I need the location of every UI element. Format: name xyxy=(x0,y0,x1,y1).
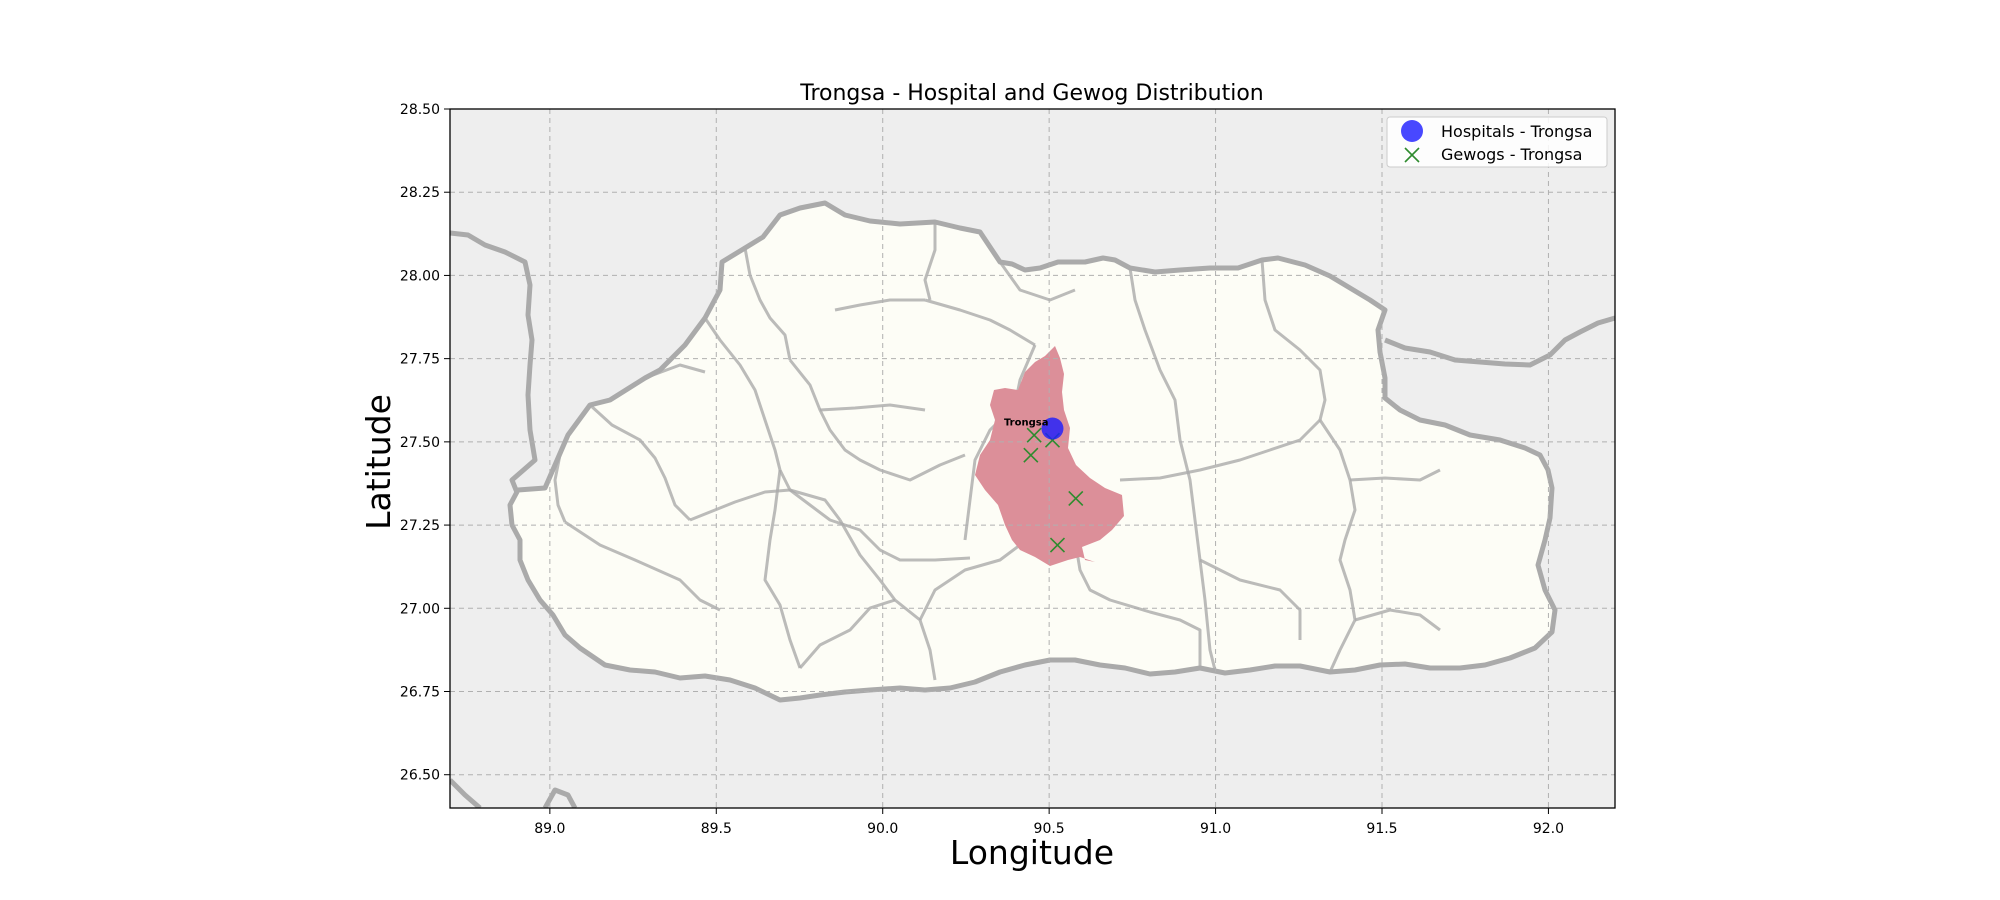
legend-label-hospitals: Hospitals - Trongsa xyxy=(1441,122,1592,141)
gewog-marker xyxy=(1023,447,1039,463)
y-tick-label: 28.00 xyxy=(400,268,440,284)
y-tick-label: 27.50 xyxy=(400,435,440,451)
neighbor-borders xyxy=(450,230,1615,808)
hospital-label: Trongsa xyxy=(1004,418,1049,429)
plot-markers: Trongsa xyxy=(1004,417,1084,553)
y-tick-label: 28.25 xyxy=(400,185,440,201)
legend-label-gewogs: Gewogs - Trongsa xyxy=(1441,145,1582,164)
gewog-marker xyxy=(1068,490,1084,507)
y-axis-label: Latitude xyxy=(359,394,398,530)
legend-hospital-marker xyxy=(1401,120,1423,142)
gewog-marker xyxy=(1026,427,1042,443)
y-tick-label: 27.75 xyxy=(400,352,440,368)
legend-gewog-marker xyxy=(1404,147,1420,163)
x-tick-label: 91.0 xyxy=(1200,821,1231,837)
x-tick-label: 90.5 xyxy=(1034,821,1065,837)
y-tick-label: 28.50 xyxy=(400,102,440,118)
y-tick-label: 27.25 xyxy=(400,518,440,534)
y-tick-label: 26.50 xyxy=(400,768,440,784)
x-tick-label: 92.0 xyxy=(1533,821,1564,837)
x-tick-label: 91.5 xyxy=(1366,821,1397,837)
x-tick-label: 90.0 xyxy=(867,821,898,837)
x-tick-label: 89.0 xyxy=(534,821,565,837)
legend: Hospitals - Trongsa Gewogs - Trongsa xyxy=(1386,116,1608,168)
gewog-marker xyxy=(1049,537,1066,553)
chart-title: Trongsa - Hospital and Gewog Distributio… xyxy=(799,81,1263,106)
y-tick-label: 27.00 xyxy=(400,601,440,617)
y-tick-label: 26.75 xyxy=(400,685,440,701)
legend-box xyxy=(1386,116,1608,168)
axes-frame xyxy=(449,108,1616,809)
x-tick-label: 89.5 xyxy=(701,821,732,837)
district-borders xyxy=(553,222,1441,681)
y-axis-ticks: 26.50 26.75 27.00 27.25 27.50 27.75 28.00 28.25… xyxy=(400,102,450,784)
hospital-marker xyxy=(1041,417,1064,440)
x-axis-label: Longitude xyxy=(950,833,1114,872)
x-axis-ticks: 89.0 89.5 90.0 90.5 91.0 91.5 92.0 xyxy=(534,808,1564,837)
